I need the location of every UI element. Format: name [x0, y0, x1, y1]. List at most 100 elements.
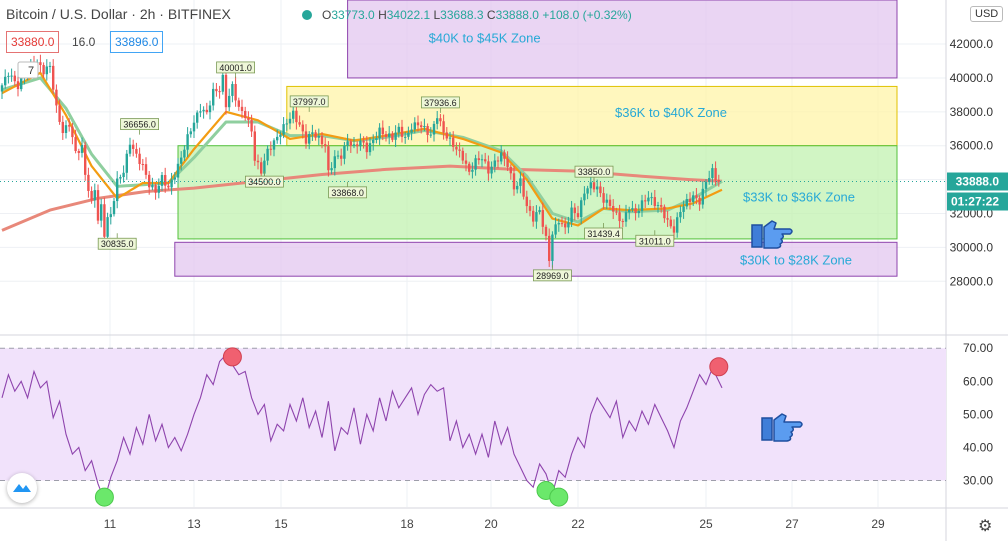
candle-body	[349, 141, 352, 146]
candle-body	[672, 226, 676, 233]
candle-body	[119, 177, 122, 179]
candle-body	[52, 65, 55, 90]
candle-body	[397, 126, 400, 133]
candle-body	[455, 146, 458, 150]
candle-body	[71, 126, 74, 138]
currency-button[interactable]: USD	[970, 6, 1004, 22]
candle-body	[276, 136, 279, 141]
candle-body	[359, 140, 362, 147]
candle-body	[308, 134, 311, 144]
rsi-panel: 30.00 40.00 50.00 60.00 70.00	[0, 341, 993, 507]
low-label: L	[433, 8, 441, 22]
candle-body	[247, 117, 250, 121]
candle-body	[20, 77, 23, 90]
candle-body	[391, 133, 394, 140]
candle-body	[711, 168, 714, 179]
candle-body	[263, 160, 266, 174]
settings-gear-icon[interactable]: ⚙	[978, 518, 993, 535]
tradingview-logo-icon[interactable]	[7, 473, 37, 503]
candle-body	[525, 196, 528, 207]
rsi-tick-label: 70.00	[963, 341, 993, 355]
candle-body	[4, 76, 7, 86]
candle-body	[621, 221, 624, 223]
candle-body	[573, 207, 576, 214]
candle-body	[365, 142, 368, 153]
candle-body	[583, 193, 586, 201]
candle-body	[464, 160, 468, 164]
candle-body	[160, 175, 164, 186]
candle-body	[666, 218, 669, 220]
candle-body	[317, 135, 320, 138]
candle-body	[352, 144, 356, 146]
candle-body	[90, 190, 93, 201]
candle-body	[388, 133, 391, 137]
candle-body	[557, 223, 560, 225]
candle-body	[644, 200, 647, 202]
x-tick-label: 25	[699, 517, 713, 531]
candle-body	[205, 109, 208, 113]
candle-body	[599, 186, 602, 194]
candle-body	[538, 210, 541, 213]
hand-cuff	[761, 417, 773, 441]
candle-body	[55, 89, 58, 106]
candle-body	[106, 217, 109, 237]
candle-body	[640, 200, 644, 211]
x-tick-label: 11	[104, 517, 117, 531]
candle-body	[628, 209, 631, 213]
price-tick-label: 30000.0	[950, 240, 994, 254]
ma-slow-line	[1, 164, 723, 232]
candle-body	[93, 190, 96, 201]
rsi-tick-label: 60.00	[963, 374, 993, 388]
candle-body	[0, 85, 4, 92]
candle-body	[132, 144, 135, 149]
x-tick-label: 18	[400, 517, 414, 531]
candle-body	[484, 159, 487, 162]
price-label-text: 40001.0	[219, 63, 252, 73]
candle-body	[471, 169, 474, 172]
price-tick-label: 36000.0	[950, 139, 994, 153]
candle-body	[663, 206, 666, 219]
candle-body	[346, 141, 349, 146]
candle-body	[282, 124, 285, 135]
candle-body	[269, 148, 272, 150]
candle-body	[157, 185, 160, 193]
candle-body	[74, 137, 77, 152]
ohlc-readout: O33773.0 H34022.1 L33688.3 C33888.0 +108…	[302, 8, 632, 22]
candle-body	[439, 118, 442, 122]
open-value: 33773.0	[331, 8, 375, 22]
candle-body	[260, 162, 263, 174]
candle-body	[634, 208, 637, 214]
candle-body	[256, 160, 260, 163]
candle-body	[564, 223, 567, 228]
candle-body	[138, 153, 141, 165]
price-label-text: 37997.0	[293, 97, 326, 107]
price-axes: 28000.030000.032000.034000.036000.038000…	[0, 37, 1008, 288]
price-label-box	[216, 61, 256, 74]
candle-body	[253, 131, 256, 161]
candle-body	[474, 158, 477, 170]
pointing-hands	[751, 220, 803, 442]
candle-body	[231, 84, 234, 96]
candle-body	[240, 106, 244, 111]
zone-label: $30K to $28K Zone	[740, 252, 852, 267]
candle-body	[173, 177, 176, 180]
candle-body	[589, 182, 592, 189]
candle-body	[288, 118, 292, 124]
candle-body	[432, 123, 436, 135]
zone-label: $36K to $40K Zone	[615, 105, 727, 120]
candles: 7	[0, 54, 720, 268]
candle-body	[506, 158, 509, 167]
candle-body	[324, 144, 327, 147]
candle-body	[708, 178, 711, 182]
candle-body	[122, 172, 125, 178]
price-label-text: 34500.0	[248, 177, 281, 187]
candle-body	[480, 159, 484, 161]
candle-body	[490, 166, 493, 174]
candle-body	[215, 88, 218, 92]
candle-body	[368, 143, 372, 153]
candle-body	[154, 185, 157, 193]
candle-body	[407, 132, 410, 137]
candle-body	[298, 122, 301, 125]
candle-body	[144, 164, 148, 175]
